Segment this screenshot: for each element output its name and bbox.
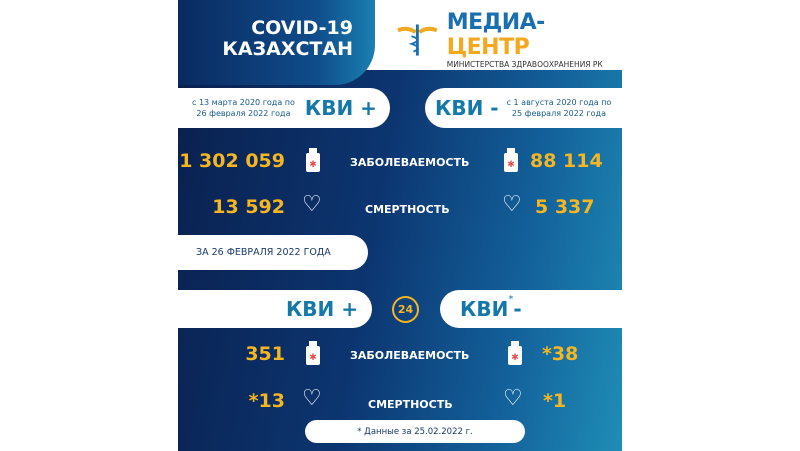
- kvi-minus-tag: КВИ: [460, 297, 509, 321]
- daily-kvi-plus-pill: КВИ +: [178, 290, 372, 328]
- infographic: COVID-19 КАЗАХСТАН МЕДИА-ЦЕНТР МИНИСТЕРС…: [178, 0, 622, 451]
- date-pill: ЗА 26 ФЕВРАЛЯ 2022 ГОДА: [178, 235, 368, 270]
- bottle-icon: ✱: [306, 148, 320, 172]
- caduceus-icon: [397, 23, 438, 56]
- date-label: ЗА 26 ФЕВРАЛЯ 2022 ГОДА: [196, 247, 331, 258]
- logo: МЕДИА-ЦЕНТР МИНИСТЕРСТВА ЗДРАВООХРАНЕНИЯ…: [396, 10, 622, 69]
- svg-text:✱: ✱: [511, 353, 519, 363]
- title-line1: COVID-19: [251, 17, 353, 39]
- daily-deaths-plus: *13: [248, 390, 285, 412]
- kvi-plus-tag: КВИ +: [285, 297, 358, 321]
- logo-subtitle: МИНИСТЕРСТВА ЗДРАВООХРАНЕНИЯ РК: [446, 60, 603, 69]
- total-kvi-plus-pill: с 13 марта 2020 года по 26 февраля 2022 г…: [178, 88, 390, 128]
- total-kvi-minus-pill: КВИ - с 1 августа 2020 года по 25 февраля…: [425, 88, 622, 128]
- daily-deaths-minus: *1: [543, 390, 567, 412]
- daily-cases-minus: *38: [542, 343, 579, 365]
- svg-text:✱: ✱: [507, 160, 515, 170]
- asterisk-mark: *: [508, 294, 514, 305]
- deaths-label: СМЕРТНОСТЬ: [368, 398, 453, 411]
- footnote-pill: * Данные за 25.02.2022 г.: [305, 420, 525, 443]
- daily-cases-plus: 351: [245, 343, 285, 365]
- period-text: 26 февраля 2022 года: [196, 109, 291, 118]
- heart-icon: ♡: [502, 192, 522, 217]
- period-text: с 1 августа 2020 года по: [506, 98, 612, 107]
- svg-text:✱: ✱: [309, 353, 317, 363]
- svg-text:✱: ✱: [309, 160, 317, 170]
- heart-icon: ♡: [302, 192, 322, 217]
- footnote: * Данные за 25.02.2022 г.: [357, 426, 473, 437]
- total-cases-minus: 88 114: [530, 150, 603, 172]
- bottle-icon: ✱: [504, 148, 518, 172]
- minus-sign: -: [513, 297, 522, 321]
- heart-icon: ♡: [302, 386, 322, 411]
- total-deaths-plus: 13 592: [212, 196, 285, 218]
- deaths-label: СМЕРТНОСТЬ: [365, 203, 450, 216]
- kvi-minus-tag: КВИ -: [435, 96, 499, 120]
- period-text: с 13 марта 2020 года по: [192, 98, 295, 107]
- period-text: 25 февраля 2022 года: [511, 109, 606, 118]
- kvi-plus-tag: КВИ +: [304, 96, 377, 120]
- cases-label: ЗАБОЛЕВАЕМОСТЬ: [350, 156, 470, 169]
- bottle-icon: ✱: [508, 341, 522, 365]
- 24-hours-icon: 24: [392, 296, 419, 323]
- logo-name: МЕДИА-ЦЕНТР: [446, 10, 546, 60]
- title-banner: COVID-19 КАЗАХСТАН: [178, 0, 375, 85]
- total-cases-plus: 1 302 059: [179, 150, 285, 172]
- title-line2: КАЗАХСТАН: [222, 38, 353, 60]
- daily-kvi-minus-pill: КВИ * -: [440, 290, 622, 328]
- heart-icon: ♡: [503, 386, 523, 411]
- cases-label: ЗАБОЛЕВАЕМОСТЬ: [350, 349, 470, 362]
- bottle-icon: ✱: [306, 341, 320, 365]
- total-deaths-minus: 5 337: [535, 196, 595, 218]
